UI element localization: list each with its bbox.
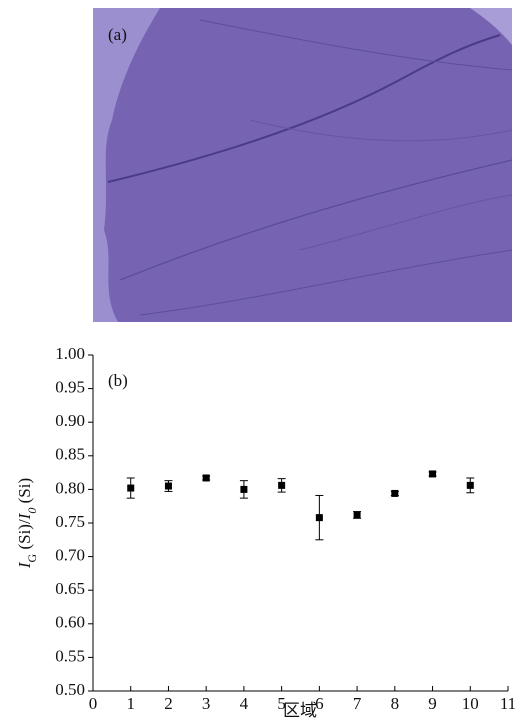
x-tick-label: 9 xyxy=(428,694,437,713)
x-tick-label: 8 xyxy=(391,694,400,713)
y-tick-label: 0.65 xyxy=(55,579,85,598)
x-tick-label: 0 xyxy=(89,694,98,713)
panel-label: (b) xyxy=(108,371,128,390)
x-tick-label: 11 xyxy=(500,694,516,713)
point xyxy=(353,511,361,519)
x-tick-label: 7 xyxy=(353,694,362,713)
x-tick-label: 10 xyxy=(462,694,479,713)
point xyxy=(202,474,210,482)
panel-label: (a) xyxy=(108,25,127,44)
x-tick-label: 3 xyxy=(202,694,211,713)
y-tick-label: 0.70 xyxy=(55,546,85,565)
x-axis-label: 区域 xyxy=(283,701,317,720)
y-axis-label-part: I xyxy=(15,512,34,520)
y-axis-label: IG (Si)/I0 (Si) xyxy=(15,478,39,569)
point xyxy=(429,470,437,478)
y-tick-label: 0.95 xyxy=(55,378,85,397)
x-tick-label: 5 xyxy=(277,694,286,713)
y-tick-label: 0.50 xyxy=(55,680,85,699)
y-tick-label: 0.85 xyxy=(55,445,85,464)
y-tick-label: 0.55 xyxy=(55,646,85,665)
y-axis-label-part: (Si) xyxy=(15,478,34,508)
x-tick-label: 4 xyxy=(240,694,249,713)
y-tick-label: 1.00 xyxy=(55,344,85,363)
y-tick-label: 0.80 xyxy=(55,478,85,497)
x-tick-label: 6 xyxy=(315,694,324,713)
y-axis-label-part: G xyxy=(25,553,39,562)
point xyxy=(127,484,135,492)
chart: (b) 区域 IG (Si)/I0 (Si) xyxy=(15,355,508,720)
point xyxy=(391,489,399,497)
y-tick-label: 0.90 xyxy=(55,411,85,430)
y-axis-label-part: 0 xyxy=(25,508,39,514)
point xyxy=(164,482,172,490)
photo: (a) xyxy=(93,8,513,322)
y-axis-label-part: I xyxy=(15,561,34,569)
y-tick-label: 0.60 xyxy=(55,613,85,632)
point xyxy=(315,514,323,522)
point xyxy=(466,481,474,489)
point xyxy=(240,485,248,493)
y-tick-label: 0.75 xyxy=(55,512,85,531)
y-axis-label-part: (Si)/ xyxy=(15,519,34,554)
x-tick-label: 2 xyxy=(164,694,173,713)
point xyxy=(278,481,286,489)
x-tick-label: 1 xyxy=(126,694,135,713)
